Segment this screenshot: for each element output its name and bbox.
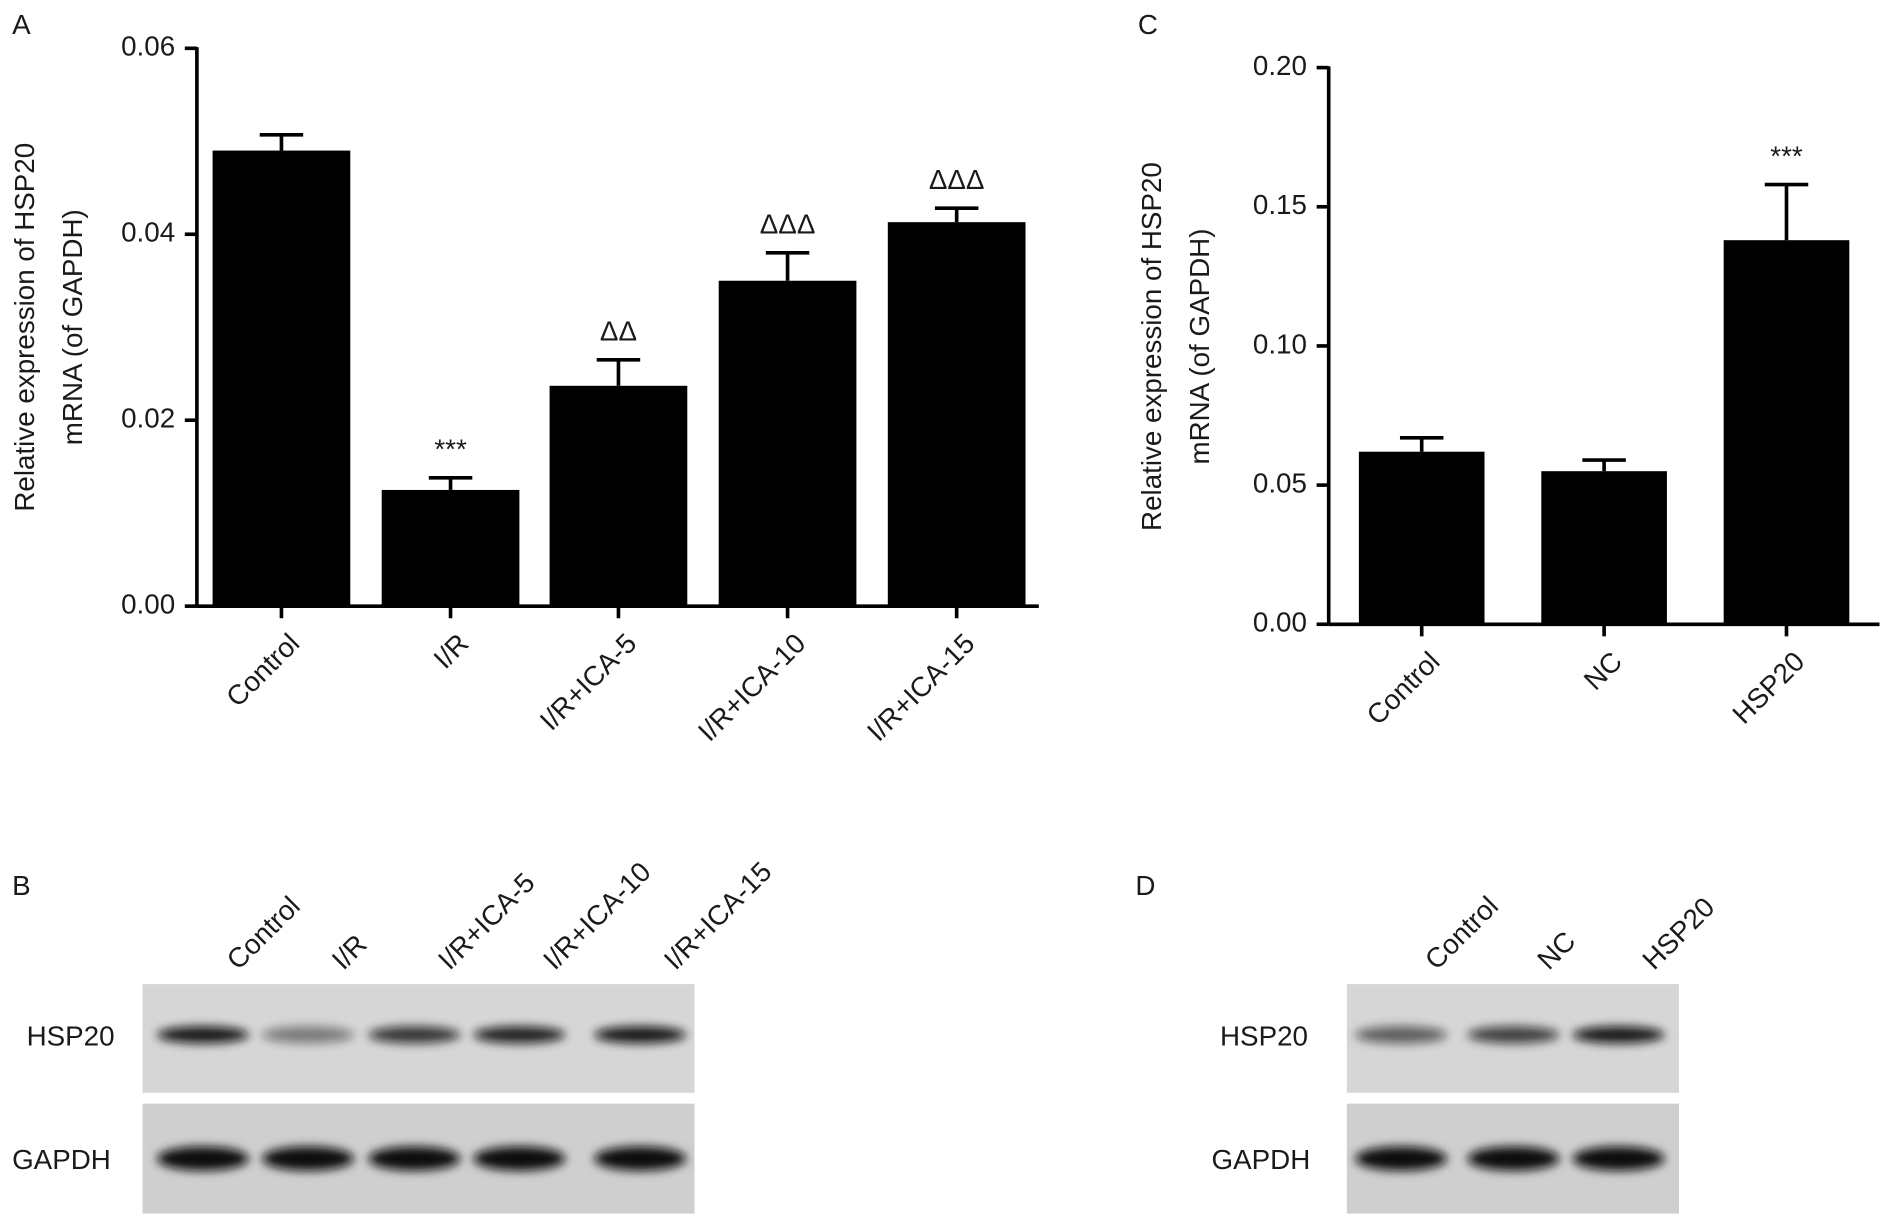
bar [1541,471,1667,625]
blot-band [1467,1146,1560,1171]
lane-label: HSP20 [1636,891,1720,975]
blot-band [157,1146,249,1171]
significance-label: ΔΔΔ [760,209,816,240]
y-axis-label: Relative expression of HSP20 [1136,162,1167,531]
blot-band [262,1026,354,1044]
panel-label: B [12,870,31,901]
x-tick-label: HSP20 [1726,646,1810,730]
x-tick-label: Control [1360,646,1445,731]
blot-band [473,1146,566,1171]
bar [887,222,1026,607]
x-tick-label: Control [220,627,305,712]
blot-band [1355,1146,1448,1171]
blot-band [594,1026,687,1044]
significance-label: *** [434,434,467,465]
blot-row-label: GAPDH [1212,1144,1311,1175]
significance-label: ΔΔ [600,316,637,347]
significance-label: ΔΔΔ [929,164,985,195]
blot-band [1467,1026,1560,1044]
significance-label: *** [1770,140,1803,171]
lane-label: I/R+ICA-5 [432,867,541,976]
bar [718,280,857,607]
blot-band [1572,1026,1665,1044]
y-tick-label: 0.05 [1253,467,1307,498]
y-tick-label: 0.10 [1253,328,1307,359]
blot-row-label: HSP20 [1220,1021,1308,1052]
lane-label: Control [1419,890,1504,975]
x-tick-label: I/R+ICA-15 [861,627,981,747]
lane-label: I/R+ICA-10 [537,856,657,976]
panel-label: D [1135,870,1155,901]
y-axis-label: Relative expression of HSP20 [9,143,40,512]
blot-band [368,1146,461,1171]
y-tick-label: 0.00 [1253,607,1307,638]
y-tick-label: 0.20 [1253,50,1307,81]
panel-label: C [1138,9,1158,40]
lane-label: NC [1531,925,1581,975]
panel-label: A [12,9,31,40]
blot-band [262,1146,354,1171]
blot-band [473,1026,566,1044]
x-tick-label: I/R+ICA-10 [692,627,812,747]
blot-band [1572,1146,1665,1171]
y-axis-label: mRNA (of GAPDH) [1184,229,1215,465]
x-tick-label: I/R [427,627,474,674]
blot-band [368,1026,461,1044]
y-tick-label: 0.06 [121,31,175,62]
bar [549,385,688,607]
y-tick-label: 0.00 [121,588,175,619]
y-axis-label: mRNA (of GAPDH) [57,209,88,445]
blot-band [157,1026,249,1044]
bar [1723,240,1850,625]
x-tick-label: NC [1578,646,1628,696]
bar [1358,451,1485,625]
blot-row-label: HSP20 [27,1021,115,1052]
blot-row-label: GAPDH [12,1144,111,1175]
bar [381,489,520,607]
blot-band [1355,1026,1448,1044]
y-tick-label: 0.04 [121,217,175,248]
bar [212,150,351,607]
blot-band [594,1146,687,1171]
lane-label: I/R [326,928,373,975]
lane-label: Control [221,890,306,975]
lane-label: I/R+ICA-15 [658,856,778,976]
y-tick-label: 0.02 [121,403,175,434]
y-tick-label: 0.15 [1253,189,1307,220]
x-tick-label: I/R+ICA-5 [534,627,643,736]
